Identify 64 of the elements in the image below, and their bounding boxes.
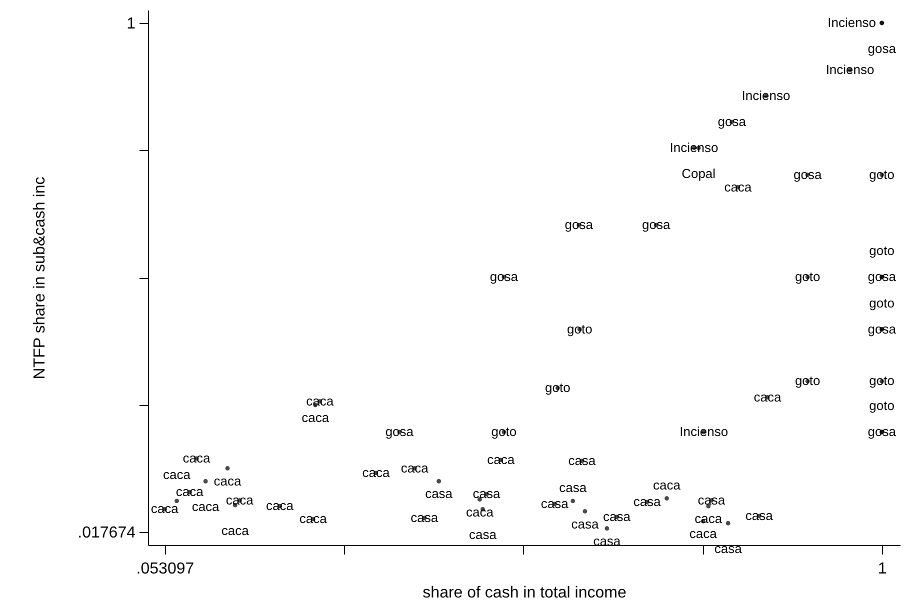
data-label: gosa bbox=[794, 166, 822, 182]
data-label: gosa bbox=[564, 217, 594, 232]
data-label: caca bbox=[724, 179, 752, 194]
data-label: caca bbox=[694, 511, 723, 526]
data-label: gosa bbox=[868, 40, 897, 56]
data-label: gosa bbox=[490, 268, 519, 284]
data-label: caca bbox=[214, 473, 242, 488]
data-label: Incienso bbox=[826, 62, 874, 78]
data-label: casa bbox=[472, 486, 502, 502]
data-label: Incienso bbox=[742, 88, 790, 104]
data-label: caca bbox=[487, 452, 516, 467]
data-label: Incienso bbox=[680, 424, 728, 439]
data-label: casa bbox=[540, 496, 570, 512]
data-label: caca bbox=[466, 504, 494, 520]
data-label: caca bbox=[362, 464, 390, 480]
data-label: gosa bbox=[868, 424, 897, 439]
data-label: casa bbox=[468, 527, 498, 542]
data-label: gosa bbox=[718, 114, 747, 129]
y-tick-label: .017674 bbox=[78, 524, 136, 542]
y-axis-title: NTFP share in sub&cash inc bbox=[32, 176, 49, 380]
data-label: goto bbox=[869, 166, 894, 182]
data-label: caca bbox=[192, 499, 220, 514]
data-label: casa bbox=[425, 486, 454, 502]
data-label: caca bbox=[400, 460, 430, 476]
data-label: goto bbox=[869, 373, 894, 388]
data-label: caca bbox=[150, 501, 180, 516]
data-label: caca bbox=[689, 526, 718, 542]
data-label: goto bbox=[545, 380, 570, 395]
data-label: gosa bbox=[868, 321, 897, 336]
data-label: goto bbox=[869, 398, 894, 413]
data-label: caca bbox=[653, 477, 682, 492]
x-tick-label: .053097 bbox=[136, 560, 194, 578]
data-label: caca bbox=[176, 484, 204, 500]
data-label: goto bbox=[869, 242, 894, 258]
data-label: caca bbox=[266, 498, 294, 514]
data-label: Incienso bbox=[828, 14, 876, 30]
data-label: caca bbox=[221, 523, 250, 538]
data-label: casa bbox=[410, 510, 439, 526]
data-label: goto bbox=[869, 295, 894, 310]
data-label: caca bbox=[754, 389, 782, 404]
data-label: gosa bbox=[868, 268, 897, 284]
data-label: caca bbox=[302, 410, 330, 426]
data-label: goto bbox=[794, 268, 820, 284]
data-label: gosa bbox=[642, 217, 672, 232]
data-label: caca bbox=[299, 511, 328, 526]
data-label: Copal bbox=[682, 166, 716, 181]
data-label: goto bbox=[491, 424, 517, 439]
data-label: Incienso bbox=[670, 140, 718, 155]
data-label: goto bbox=[794, 373, 820, 388]
data-label: casa bbox=[559, 480, 588, 495]
data-label: goto bbox=[567, 321, 592, 336]
data-label: caca bbox=[306, 393, 334, 408]
data-label: casa bbox=[603, 509, 632, 524]
data-label: caca bbox=[163, 466, 192, 482]
data-label: casa bbox=[698, 492, 726, 508]
data-label: casa bbox=[568, 453, 596, 468]
data-label: casa bbox=[571, 516, 600, 532]
data-label: caca bbox=[226, 492, 254, 508]
data-label: casa bbox=[745, 508, 774, 523]
data-label: caca bbox=[182, 450, 211, 466]
data-label: casa bbox=[633, 494, 662, 509]
x-axis-title: share of cash in total income bbox=[422, 584, 626, 602]
data-label: casa bbox=[714, 541, 743, 556]
data-label: gosa bbox=[385, 424, 414, 439]
